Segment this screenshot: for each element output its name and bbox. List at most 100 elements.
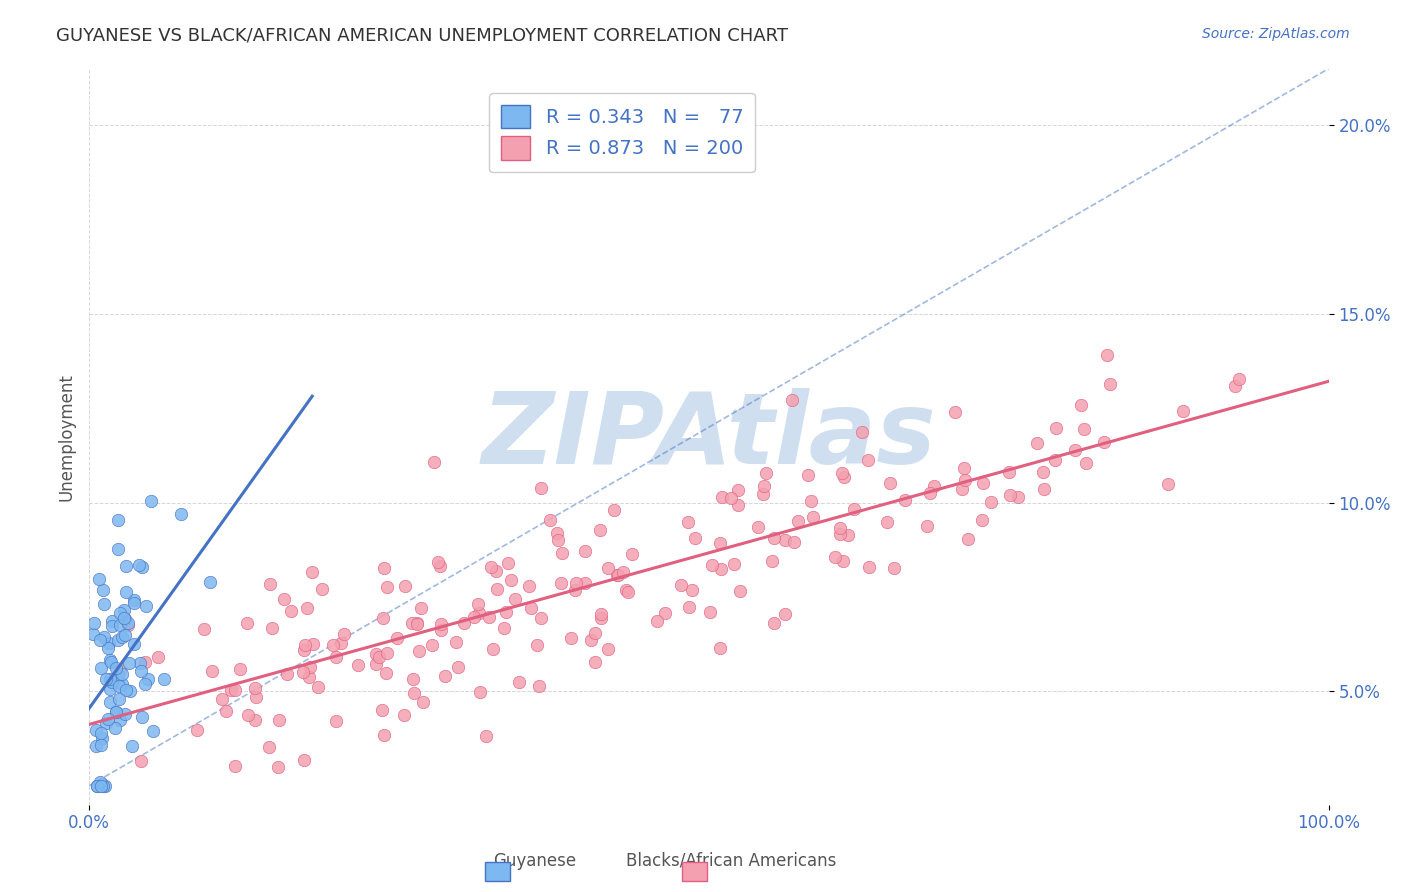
Point — [851, 425, 873, 439]
Point — [858, 560, 880, 574]
Point — [346, 657, 368, 672]
Point — [447, 660, 470, 674]
Text: Blacks/African Americans: Blacks/African Americans — [626, 852, 837, 870]
Point — [709, 640, 731, 655]
Point — [91, 777, 114, 791]
Point — [800, 494, 823, 508]
Point — [364, 647, 387, 661]
Point — [401, 616, 423, 631]
Point — [972, 475, 994, 490]
Point — [654, 606, 676, 620]
Point — [83, 615, 105, 630]
Point — [243, 714, 266, 728]
Point — [385, 631, 408, 645]
Point — [124, 593, 146, 607]
Point — [98, 672, 121, 686]
Point — [1223, 379, 1246, 393]
Text: ZIPAtlas: ZIPAtlas — [481, 388, 936, 485]
Point — [412, 695, 434, 709]
Point — [423, 454, 446, 468]
Point — [224, 682, 246, 697]
Point — [93, 598, 115, 612]
Point — [193, 622, 215, 636]
Point — [131, 710, 153, 724]
Point — [91, 583, 114, 598]
Point — [953, 473, 976, 487]
Point — [93, 779, 115, 793]
Point — [683, 531, 706, 545]
Point — [406, 616, 429, 631]
Point — [276, 666, 298, 681]
Point — [292, 643, 315, 657]
Point — [762, 615, 785, 630]
Point — [762, 531, 785, 545]
Point — [620, 547, 643, 561]
Point — [720, 491, 742, 505]
Point — [94, 672, 117, 686]
Point — [121, 739, 143, 753]
Point — [329, 636, 352, 650]
Text: Source: ZipAtlas.com: Source: ZipAtlas.com — [1202, 27, 1350, 41]
Point — [917, 519, 939, 533]
Point — [89, 779, 111, 793]
Point — [111, 630, 134, 644]
Point — [108, 663, 131, 677]
Point — [86, 779, 108, 793]
Point — [747, 520, 769, 534]
Point — [134, 655, 156, 669]
Point — [574, 575, 596, 590]
Point — [96, 716, 118, 731]
Point — [129, 656, 152, 670]
Point — [879, 475, 901, 490]
Point — [294, 753, 316, 767]
Point — [894, 492, 917, 507]
Point — [142, 723, 165, 738]
Point — [97, 712, 120, 726]
Point — [1227, 372, 1250, 386]
Point — [307, 680, 329, 694]
Point — [837, 528, 859, 542]
Point — [830, 526, 852, 541]
Point — [430, 616, 453, 631]
Point — [84, 723, 107, 738]
Point — [980, 495, 1002, 509]
Point — [366, 657, 388, 672]
Point — [612, 565, 634, 579]
Point — [135, 599, 157, 613]
Point — [503, 591, 526, 606]
Point — [943, 404, 966, 418]
Point — [727, 483, 749, 497]
Point — [267, 713, 290, 727]
Point — [368, 650, 391, 665]
Point — [373, 611, 395, 625]
Point — [298, 669, 321, 683]
Point — [956, 532, 979, 546]
Point — [114, 707, 136, 722]
Point — [229, 662, 252, 676]
Point — [325, 650, 347, 665]
Point — [1157, 477, 1180, 491]
Point — [406, 616, 429, 631]
Point — [129, 754, 152, 768]
Point — [755, 466, 778, 480]
Point — [723, 558, 745, 572]
Y-axis label: Unemployment: Unemployment — [58, 373, 75, 500]
Point — [589, 523, 612, 537]
Point — [676, 515, 699, 529]
Point — [564, 583, 586, 598]
Point — [267, 760, 290, 774]
Point — [236, 707, 259, 722]
Point — [408, 643, 430, 657]
Point — [104, 721, 127, 735]
Point — [727, 499, 749, 513]
Point — [322, 638, 344, 652]
Point — [131, 560, 153, 574]
Point — [1099, 376, 1122, 391]
Point — [112, 611, 135, 625]
Point — [1171, 404, 1194, 418]
Point — [101, 674, 124, 689]
Point — [375, 646, 398, 660]
Point — [998, 465, 1021, 479]
Point — [404, 685, 426, 699]
Point — [111, 677, 134, 691]
